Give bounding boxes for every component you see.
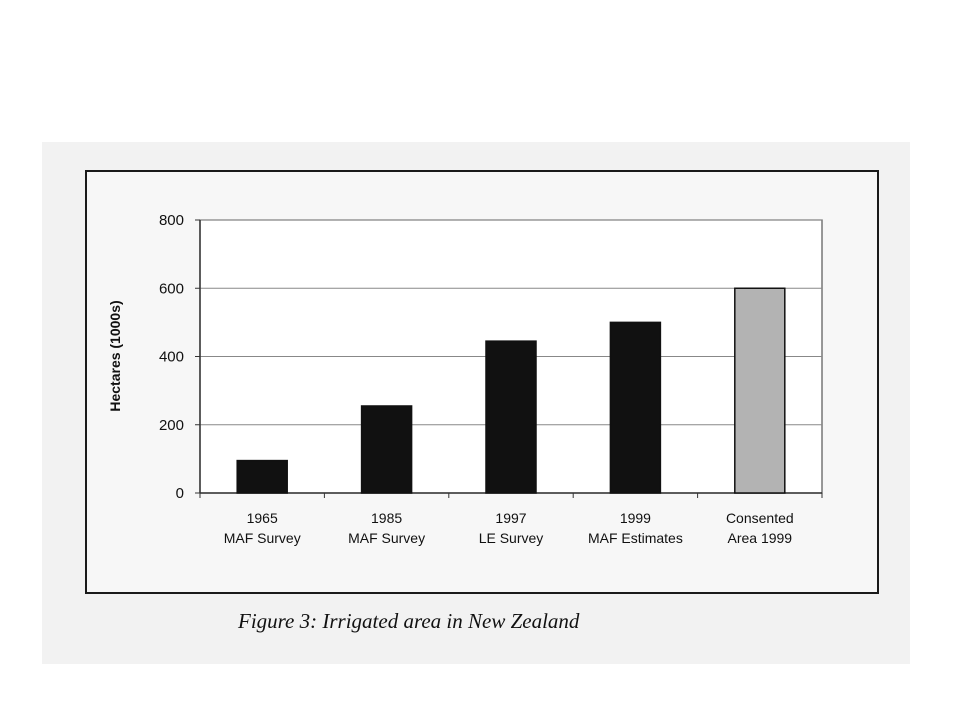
x-tick-label: Consented Area 1999 (726, 510, 794, 546)
y-tick-label: 800 (159, 212, 184, 229)
bar (734, 287, 786, 494)
x-tick-label-line: Consented (726, 510, 794, 526)
x-tick-label-line: 1965 (247, 510, 278, 526)
x-tick-label-line: MAF Estimates (588, 530, 683, 546)
x-tick-label: 1985 MAF Survey (348, 510, 425, 546)
y-tick-label: 0 (176, 485, 184, 502)
x-tick-label-line: 1999 (620, 510, 651, 526)
x-tick-label: 1999 MAF Estimates (588, 510, 683, 546)
x-tick-label: 1997 LE Survey (479, 510, 544, 546)
bar (609, 321, 662, 494)
y-tick-label: 400 (159, 349, 184, 366)
x-tick-label-line: LE Survey (479, 530, 544, 546)
x-tick-label-line: MAF Survey (224, 530, 301, 546)
x-tick-label-line: Area 1999 (727, 530, 792, 546)
x-tick-label: 1965 MAF Survey (224, 510, 301, 546)
bar (236, 459, 288, 494)
y-tick-label: 200 (159, 417, 184, 434)
x-tick-label-line: 1997 (495, 510, 526, 526)
figure-caption: Figure 3: Irrigated area in New Zealand (238, 609, 580, 633)
y-tick-label: 600 (159, 280, 184, 297)
bar (360, 405, 413, 494)
y-axis-title: Hectares (1000s) (107, 300, 123, 411)
bar (485, 340, 537, 494)
x-tick-label-line: 1985 (371, 510, 402, 526)
x-tick-label-line: MAF Survey (348, 530, 425, 546)
